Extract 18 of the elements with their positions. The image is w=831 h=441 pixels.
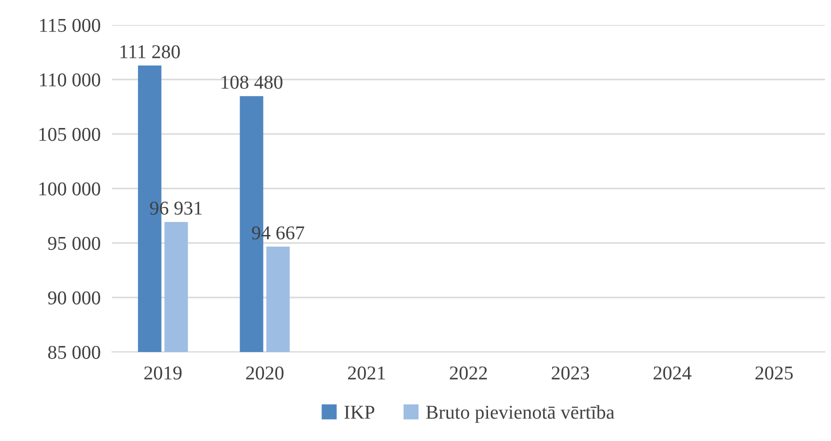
x-tick-label: 2023 [552,366,590,380]
legend-label: Bruto pievienotā vērtība [426,405,614,423]
y-tick-label: 85 000 [48,346,100,359]
y-tick-label: 90 000 [48,291,100,304]
y-tick-label: 115 000 [40,18,100,32]
y-tick-label: 110 000 [40,73,100,86]
data-label: 111 280 [120,45,180,58]
legend-label: IKP [344,406,374,419]
x-tick-label: 2022 [450,366,487,380]
data-label: 108 480 [222,76,282,89]
y-tick-label: 95 000 [48,236,100,250]
x-tick-label: 2020 [246,366,284,380]
y-tick-label: 100 000 [39,182,100,196]
y-tick-label: 105 000 [39,128,100,141]
x-tick-label: 2021 [348,366,385,380]
x-tick-label: 2019 [144,366,182,380]
x-tick-label: 2024 [654,366,692,380]
x-tick-label: 2025 [755,366,793,380]
